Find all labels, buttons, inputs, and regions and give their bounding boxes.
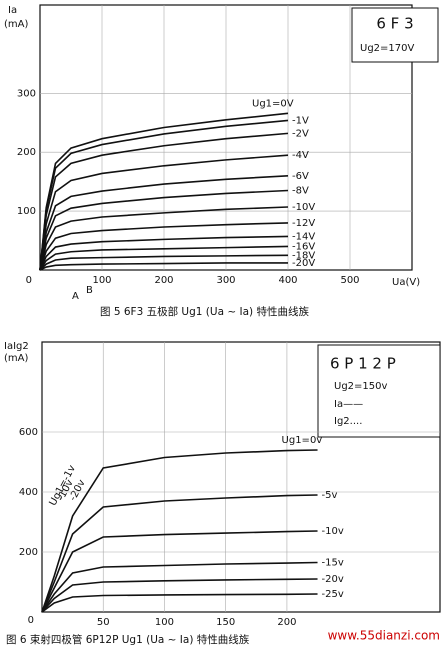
curve-label: -4V xyxy=(292,150,309,161)
y-label: Ia xyxy=(8,5,17,16)
curve xyxy=(39,245,289,271)
curve xyxy=(39,262,288,271)
chart-title: 6 F 3 xyxy=(376,15,413,33)
origin-label: 0 xyxy=(26,275,32,286)
y-unit: (mA) xyxy=(4,19,28,30)
y-tick-label: 100 xyxy=(17,206,36,217)
curve-label: -25v xyxy=(322,589,344,600)
curve-label: Ug1=0v xyxy=(282,435,323,446)
curve xyxy=(39,254,289,271)
x-tick-label: 400 xyxy=(278,275,297,286)
x-tick-label: 500 xyxy=(340,275,359,286)
curve xyxy=(39,174,289,271)
curve-label: -1V xyxy=(292,115,309,126)
curve-label: -20v xyxy=(322,574,344,585)
y-tick-label: 200 xyxy=(19,547,38,558)
y-tick-label: 300 xyxy=(17,88,36,99)
curve xyxy=(39,189,289,271)
x-tick-label: 200 xyxy=(277,617,296,628)
curve-label: -10v xyxy=(322,526,344,537)
x-tick-label: 150 xyxy=(216,617,235,628)
curve-label: -12V xyxy=(292,218,315,229)
curve xyxy=(39,222,289,271)
chart-subtitle: Ug2=150v xyxy=(334,381,387,392)
curve xyxy=(41,578,318,613)
curve-label: -8V xyxy=(292,186,309,197)
x-tick-label: 100 xyxy=(155,617,174,628)
legend-text: Ia—— xyxy=(334,399,363,410)
curve xyxy=(41,449,318,613)
origin-label: 0 xyxy=(28,615,34,626)
curve-label: -14V xyxy=(292,231,315,242)
y-label: IaIg2 xyxy=(4,341,29,352)
curve-label: -6V xyxy=(292,171,309,182)
curve xyxy=(39,132,289,271)
y-tick-label: 400 xyxy=(19,487,38,498)
legend-text: Ig2.... xyxy=(334,416,362,427)
curve-label: -10V xyxy=(292,202,315,213)
annotation: B xyxy=(86,285,93,296)
curve-label: -18V xyxy=(292,250,315,261)
curve-label: -2V xyxy=(292,128,309,139)
x-tick-label: 200 xyxy=(154,275,173,286)
curve-label: -15v xyxy=(322,558,344,569)
curve-label: -5v xyxy=(322,490,338,501)
x-label: Ua(V) xyxy=(392,277,420,288)
y-unit: (mA) xyxy=(4,353,28,364)
y-tick-label: 200 xyxy=(17,147,36,158)
curve-label: -16V xyxy=(292,241,315,252)
caption: 图 5 6F3 五极部 Ug1 (Ua ~ Ia) 特性曲线族 xyxy=(100,305,309,318)
x-tick-label: 100 xyxy=(92,275,111,286)
curve-label: -20V xyxy=(292,258,315,269)
y-tick-label: 600 xyxy=(19,427,38,438)
info-box xyxy=(317,344,441,438)
curve xyxy=(41,530,318,613)
curve xyxy=(39,235,289,271)
chart-title: 6 P 1 2 P xyxy=(330,355,396,373)
curve xyxy=(39,206,289,271)
annotation: A xyxy=(72,291,79,302)
curve xyxy=(41,561,318,613)
curve xyxy=(41,494,318,613)
plot-frame xyxy=(41,341,441,613)
x-tick-label: 300 xyxy=(216,275,235,286)
curve-label: Ug1=0V xyxy=(252,98,294,109)
chart-subtitle: Ug2=170V xyxy=(360,43,414,54)
curve xyxy=(41,593,318,613)
x-tick-label: 50 xyxy=(97,617,110,628)
watermark: www.55dianzi.com xyxy=(328,629,440,643)
curve xyxy=(39,154,289,271)
curve xyxy=(39,119,289,271)
info-box xyxy=(351,7,439,63)
caption: 图 6 束射四极管 6P12P Ug1 (Ua ~ Ia) 特性曲线族 xyxy=(6,633,250,646)
